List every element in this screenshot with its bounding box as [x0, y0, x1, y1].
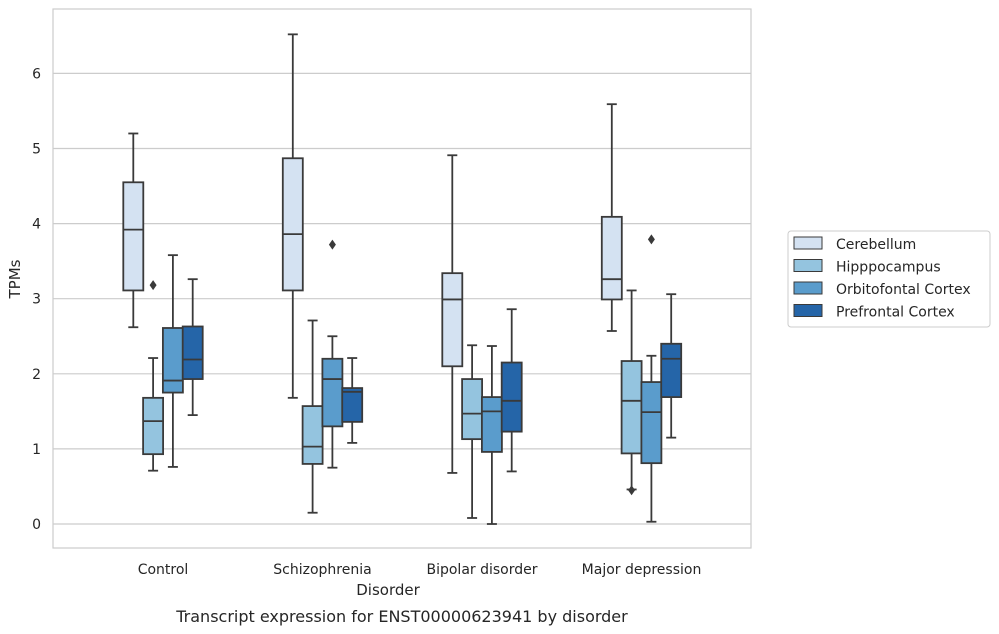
box-prefrontal-cortex [500, 308, 523, 473]
box-cerebellum [441, 154, 464, 474]
y-tick-labels: 0 1 2 3 4 5 6 [32, 66, 41, 533]
outlier-point [647, 234, 655, 245]
box-iqr [301, 405, 324, 465]
box-hipppocampus [142, 280, 165, 472]
chart-caption: Transcript expression for ENST0000062394… [175, 607, 628, 626]
box-iqr [500, 361, 523, 433]
outlier-point [149, 280, 157, 291]
y-tick-label: 4 [32, 217, 41, 233]
legend-swatch [793, 281, 823, 295]
outlier-point [328, 239, 336, 250]
x-tick-label: Bipolar disorder [426, 562, 537, 578]
box-iqr [181, 325, 204, 380]
box-iqr [480, 396, 503, 453]
box-iqr [281, 157, 304, 292]
box-orbitofontal-cortex [480, 345, 503, 525]
legend-entry: Hipppocampus [836, 260, 941, 276]
x-tick-label: Major depression [582, 562, 702, 578]
box-iqr [441, 272, 464, 368]
box-iqr [620, 360, 643, 455]
box-orbitofontal-cortex [640, 234, 663, 523]
box-iqr [640, 381, 663, 465]
box-hipppocampus [620, 289, 643, 496]
legend-entry: Orbitofontal Cortex [836, 282, 971, 298]
x-tick-labels: Control Schizophrenia Bipolar disorder Majo… [138, 562, 702, 578]
y-axis-label: TPMs [6, 259, 24, 299]
plot-frame [52, 8, 752, 549]
outlier-point [628, 485, 636, 496]
y-tick-label: 2 [32, 367, 41, 383]
y-tick-label: 0 [32, 517, 41, 533]
box-iqr [161, 327, 184, 394]
box-cerebellum [600, 103, 623, 332]
legend-frame [787, 230, 991, 328]
box-iqr [600, 215, 623, 301]
box-hipppocampus [301, 319, 324, 514]
y-tick-label: 1 [32, 442, 41, 458]
y-tick-label: 3 [32, 292, 41, 308]
legend-entry: Prefrontal Cortex [836, 305, 955, 321]
box-iqr [122, 181, 145, 292]
box-iqr [660, 342, 683, 398]
box-cerebellum [122, 132, 145, 329]
legend-swatch [793, 304, 823, 317]
x-tick-label: Schizophrenia [273, 562, 371, 578]
box-iqr [341, 387, 364, 423]
box-hipppocampus [461, 344, 484, 519]
box-prefrontal-cortex [341, 357, 364, 444]
legend-entry: Cerebellum [836, 237, 916, 253]
box-prefrontal-cortex [660, 293, 683, 439]
boxes [122, 33, 683, 525]
box-prefrontal-cortex [181, 278, 204, 417]
box-orbitofontal-cortex [321, 239, 344, 469]
legend-swatch [793, 236, 823, 250]
box-cerebellum [281, 33, 304, 399]
x-axis-label: Disorder [356, 581, 420, 599]
x-tick-label: Control [138, 562, 189, 578]
y-tick-label: 6 [32, 66, 41, 82]
legend-swatch [793, 259, 823, 272]
box-iqr [461, 378, 484, 441]
box-orbitofontal-cortex [161, 254, 184, 468]
legend: Cerebellum Hipppocampus Orbitofontal Corte… [787, 230, 991, 328]
y-tick-label: 5 [32, 142, 41, 158]
box-iqr [321, 357, 344, 428]
box-iqr [142, 396, 165, 456]
